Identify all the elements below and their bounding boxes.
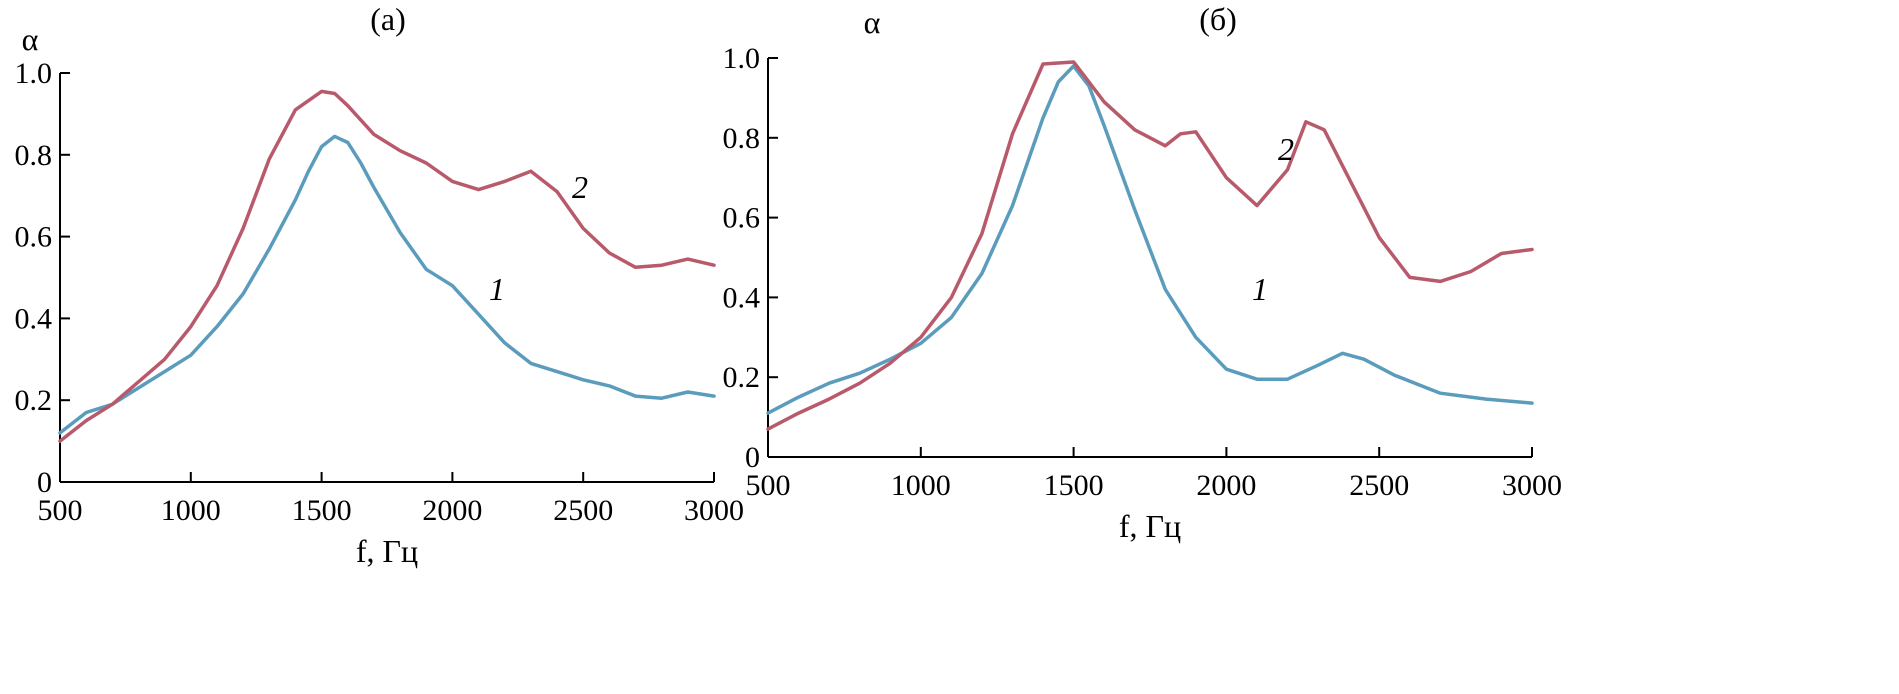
y-tick-label-b: 0.2 [723, 361, 761, 394]
x-tick-label-b: 2000 [1196, 469, 1256, 502]
x-tick-label-b: 3000 [1502, 469, 1562, 502]
y-axis-label-a: α [22, 21, 39, 57]
curve-label-a-2: 2 [572, 169, 588, 205]
x-tick-label-b: 500 [746, 469, 791, 502]
y-axis-label-b: α [864, 4, 881, 40]
x-tick-label-a: 2500 [553, 494, 613, 527]
x-axis-label-b: f, Гц [1119, 508, 1181, 544]
x-tick-label-a: 3000 [684, 494, 744, 527]
x-tick-label-a: 2000 [422, 494, 482, 527]
x-tick-label-a: 500 [38, 494, 83, 527]
series-line-a-2 [58, 89, 716, 443]
x-axis-label-a: f, Гц [356, 533, 418, 569]
curve-label-b-2: 2 [1278, 131, 1294, 167]
x-tick-label-b: 1500 [1044, 469, 1104, 502]
series-line-b-2 [766, 60, 1534, 431]
panel-title-b: (б) [1199, 1, 1237, 37]
x-tick-label-a: 1000 [161, 494, 221, 527]
y-tick-label-b: 0.8 [723, 122, 761, 155]
y-tick-label-a: 0.4 [15, 302, 53, 335]
x-tick-label-b: 1000 [891, 469, 951, 502]
y-tick-label-b: 0.4 [723, 281, 761, 314]
y-tick-label-a: 0.8 [15, 139, 53, 172]
y-tick-label-a: 1.0 [15, 57, 53, 90]
series-line-a-1 [58, 134, 716, 435]
panel-title-a: (а) [370, 1, 406, 37]
x-tick-label-a: 1500 [292, 494, 352, 527]
y-tick-label-b: 0.6 [723, 202, 761, 235]
series-line-b-1 [766, 64, 1534, 415]
y-tick-label-b: 1.0 [723, 42, 761, 75]
y-tick-label-a: 0.2 [15, 384, 53, 417]
chart-panel-b: 500 1000 1500 2000 2500 3000 0 0.2 0.4 0.6 0.8 1.0 (… [723, 1, 1563, 544]
curve-label-b-1: 1 [1252, 271, 1268, 307]
y-tick-label-a: 0 [37, 466, 52, 499]
x-tick-label-b: 2500 [1349, 469, 1409, 502]
y-tick-label-b: 0 [745, 441, 760, 474]
curve-label-a-1: 1 [489, 271, 505, 307]
y-tick-label-a: 0.6 [15, 221, 53, 254]
chart-panel-a: 500 1000 1500 2000 2500 3000 0 0.2 0.4 0.6 0.8 1.0 (… [15, 1, 745, 569]
